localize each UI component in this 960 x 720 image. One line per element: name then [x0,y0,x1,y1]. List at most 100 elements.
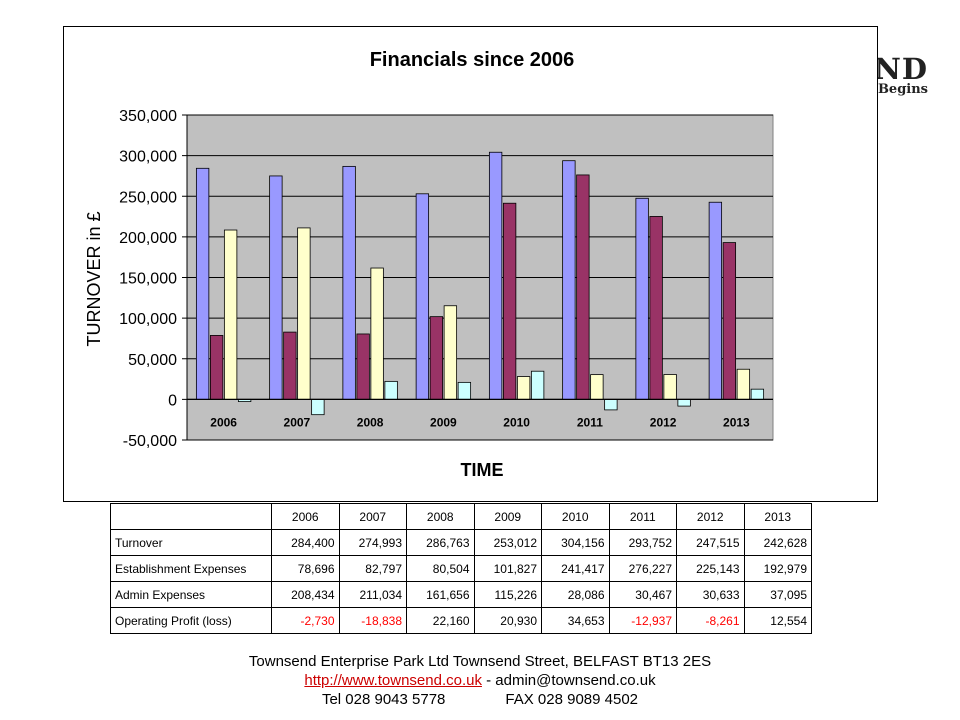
table-header-year: 2008 [406,503,475,530]
table-cell: 30,633 [676,581,745,608]
bar [708,201,723,400]
bar [750,388,765,400]
bar [516,376,531,400]
bar [604,398,618,411]
table-cell: 284,400 [271,529,340,556]
table-header-year: 2007 [338,503,407,530]
table-cell: -12,937 [608,607,677,634]
table-cell: 82,797 [338,555,407,582]
bar [370,267,384,400]
footer-tel: Tel 028 9043 5778 [321,691,446,708]
bar [677,398,691,407]
table-cell: 253,012 [473,529,542,556]
table-cell: 34,653 [541,607,610,634]
table-cell: 276,227 [608,555,677,582]
bar [488,151,503,400]
bar [562,160,576,400]
y-tick-label: 300,000 [119,149,177,166]
bar [576,174,590,400]
table-cell: 208,434 [271,581,340,608]
y-tick-label: 150,000 [119,271,177,288]
table-cell: 304,156 [541,529,610,556]
bar [590,374,604,400]
table-header-year: 2012 [676,503,745,530]
y-tick-label: 250,000 [119,189,177,206]
bar [269,175,283,400]
website-link[interactable]: http://www.townsend.co.uk [304,672,482,689]
table-cell: 286,763 [406,529,475,556]
bar [443,305,458,400]
y-tick-label: -50,000 [123,433,177,450]
financials-table: 2006 2007 2008 2009 2010 2011 2012 2013 Turnove… [110,503,812,634]
table-header-year: 2006 [271,503,340,530]
table-cell: 22,160 [406,607,475,634]
chart-frame: -50,000 0 50,000 100,000 150,000 200,000 250,0… [63,26,878,502]
table-cell: 274,993 [338,529,407,556]
bar [195,167,210,400]
bar [663,374,677,400]
table-row-label: Turnover [110,529,272,556]
table-cell: 28,086 [541,581,610,608]
y-tick-label: 50,000 [128,352,177,369]
table-row-label: Operating Profit (loss) [110,607,272,634]
bar [649,216,663,400]
x-tick-label: 2013 [723,415,750,429]
footer-email: - admin@townsend.co.uk [481,672,656,689]
y-tick-label: 200,000 [119,230,177,247]
table-cell: 211,034 [338,581,407,608]
table-cell: 30,467 [608,581,677,608]
table-header-year: 2010 [541,503,610,530]
chart-title: Financials since 2006 [370,49,575,71]
table-body: Turnover 284,400 274,993 286,763 253,012 304,… [110,529,812,634]
table-cell: 247,515 [676,529,745,556]
table-row: Establishment Expenses 78,696 82,797 80,504… [110,555,812,582]
bar [736,368,751,400]
y-tick-label: 350,000 [119,108,177,125]
footer-fax: FAX 028 9089 4502 [505,691,639,708]
table-cell: 78,696 [271,555,340,582]
bar [415,193,430,400]
table-row: Turnover 284,400 274,993 286,763 253,012 304,… [110,529,812,556]
bar [209,335,224,400]
footer: Townsend Enterprise Park Ltd Townsend St… [0,652,960,709]
table-cell: 225,143 [676,555,745,582]
bar-chart: -50,000 0 50,000 100,000 150,000 200,000 250,0… [84,49,774,480]
table-cell: 293,752 [608,529,677,556]
x-tick-label: 2008 [357,415,384,429]
table-cell: 115,226 [473,581,542,608]
table-row: Operating Profit (loss) -2,730 -18,838 22,1… [110,607,812,634]
bar [530,370,545,400]
table-cell: 192,979 [743,555,812,582]
table-cell: 12,554 [743,607,812,634]
footer-phone-line: Tel 028 9043 5778 FAX 028 9089 4502 [0,690,960,709]
x-tick-label: 2006 [210,415,237,429]
table-corner-cell [110,503,272,530]
table-cell: 101,827 [473,555,542,582]
table-cell: -2,730 [271,607,340,634]
table-cell: 80,504 [406,555,475,582]
x-tick-label: 2011 [577,415,603,429]
logo-tagline: s Begins [866,82,928,97]
table-row-label: Establishment Expenses [110,555,272,582]
bar [384,380,398,400]
table-row-label: Admin Expenses [110,581,272,608]
y-tick-label: 100,000 [119,311,177,328]
logo-wordmark: ND [874,52,928,86]
y-tick-label: 0 [168,392,177,409]
x-axis-title: TIME [461,460,504,480]
bar [457,381,472,400]
table-cell: 242,628 [743,529,812,556]
bar [311,398,325,416]
table-cell: -8,261 [676,607,745,634]
x-tick-label: 2010 [503,415,530,429]
table-header-year: 2011 [608,503,677,530]
x-tick-label: 2009 [430,415,457,429]
footer-address: Townsend Enterprise Park Ltd Townsend St… [248,653,712,670]
table-cell: 20,930 [473,607,542,634]
table-row: Admin Expenses 208,434 211,034 161,656 115,2… [110,581,812,608]
table-header-year: 2013 [743,503,812,530]
bar [502,202,517,400]
bar [356,333,370,400]
table-cell: 37,095 [743,581,812,608]
bar [722,242,737,400]
